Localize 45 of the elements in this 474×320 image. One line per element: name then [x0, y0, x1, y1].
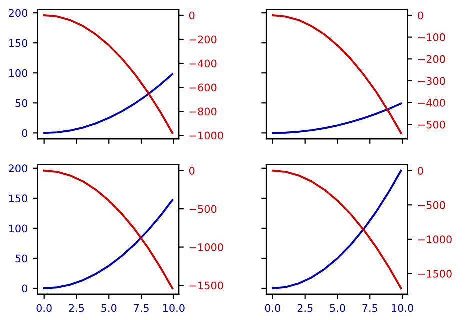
y2-tick-label: −400: [190, 60, 217, 68]
y-tick-label: 150: [9, 194, 28, 203]
y2-tick-label: −1000: [190, 244, 224, 252]
text: −1500: [418, 270, 452, 278]
text: −200: [418, 55, 446, 64]
y-tick-label: 0: [22, 284, 28, 293]
y2-tick-label: −800: [190, 108, 217, 116]
y2-tick-label: −1500: [190, 282, 224, 290]
y-tick-label: 0: [22, 129, 28, 138]
line-series: [43, 73, 174, 134]
x-tick-label: 7.5: [134, 304, 149, 312]
text: 0: [418, 167, 424, 175]
text: −500: [418, 120, 446, 129]
y-tick-label: 200: [9, 9, 28, 18]
x-tick-label: 2.5: [69, 304, 84, 312]
text: −300: [418, 77, 446, 86]
y2-tick-label: −600: [190, 84, 217, 92]
y2-tick-label: −1000: [190, 132, 224, 140]
text: 0: [418, 12, 424, 20]
x-tick-label: 2.5: [298, 304, 313, 312]
x-tick-label: 5.0: [102, 304, 117, 312]
text: −500: [418, 201, 446, 210]
y2-tick-label: 0: [189, 167, 195, 175]
y2-tick-label: 0: [189, 12, 195, 20]
x-tick-label: 5.0: [330, 304, 346, 312]
text: −400: [418, 99, 446, 107]
line-series: [43, 14, 174, 134]
y-tick-label: 150: [9, 39, 28, 48]
x-tick-label: 10.0: [392, 304, 414, 312]
text: −1000: [418, 236, 452, 244]
y2-tick-label: −500: [190, 205, 217, 214]
x-tick-label: 10.0: [163, 304, 185, 312]
y-tick-label: 100: [9, 69, 28, 78]
x-tick-label: 0.0: [36, 304, 52, 312]
x-tick-label: 7.5: [362, 304, 378, 312]
y-tick-label: 50: [16, 99, 28, 108]
y2-tick-label: −200: [190, 36, 217, 44]
line-series: [272, 14, 402, 134]
y-tick-label: 50: [16, 254, 28, 263]
x-tick-label: 0.0: [265, 304, 281, 312]
line-series: [43, 170, 174, 290]
y-tick-label: 200: [9, 164, 28, 173]
y-tick-label: 100: [9, 224, 28, 233]
text: −100: [418, 34, 446, 42]
line-series: [43, 199, 174, 290]
